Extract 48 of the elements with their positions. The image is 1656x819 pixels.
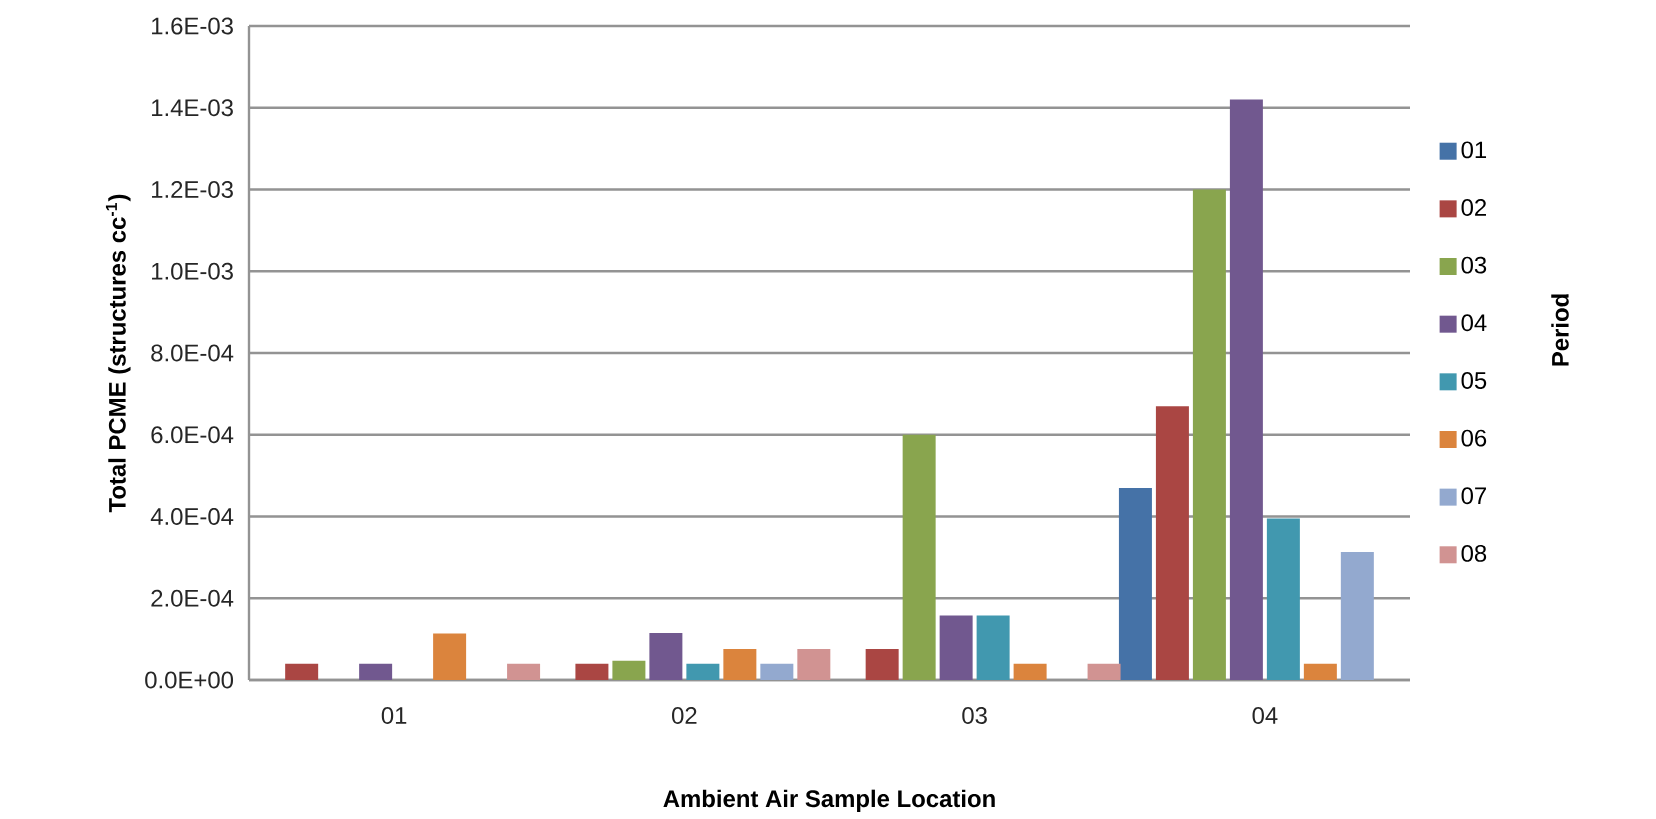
bar	[976, 615, 1010, 681]
y-tick-label: 1.0E-03	[152, 263, 233, 280]
x-tick-label: 02	[672, 707, 697, 725]
legend-label: 08	[1461, 545, 1487, 563]
y-tick-label: 6.0E-04	[151, 426, 234, 444]
bar	[686, 663, 720, 681]
x-tick-label: 01	[381, 707, 407, 725]
legend-label: 03	[1461, 256, 1487, 274]
y-tick-label: 4.0E-04	[150, 508, 234, 526]
bar	[649, 633, 683, 681]
y-tick-label: 0.0E+00	[145, 671, 234, 689]
bar	[939, 615, 973, 681]
bar	[575, 663, 609, 681]
bar	[1303, 663, 1337, 681]
bar	[1155, 406, 1189, 681]
x-tick-label: 04	[1252, 707, 1278, 725]
legend-label: 07	[1461, 487, 1486, 505]
bar	[723, 649, 757, 681]
bar	[1118, 488, 1152, 681]
y-tick-label: 1.2E-03	[152, 181, 233, 199]
y-axis-title: Total PCME (structures cc$^{-1}$)	[105, 194, 131, 513]
x-tick-label: 03	[962, 707, 987, 725]
legend-label: 05	[1461, 372, 1487, 390]
bar	[1087, 663, 1121, 681]
bar	[1340, 552, 1374, 681]
x-axis-title: Ambient Air Sample Location	[663, 789, 995, 813]
bar	[1013, 663, 1047, 681]
bar	[285, 663, 319, 681]
legend-label: 01	[1461, 141, 1487, 159]
bar	[902, 434, 936, 681]
bar	[1229, 99, 1263, 681]
bar	[507, 663, 541, 681]
bar	[433, 633, 467, 681]
legend-label: 06	[1461, 429, 1487, 447]
bar	[865, 649, 899, 681]
bar	[760, 663, 794, 681]
legend-label: 04	[1461, 314, 1487, 332]
bar	[1192, 189, 1226, 681]
bar	[1266, 518, 1300, 681]
legend-title: Period	[1551, 294, 1569, 366]
y-tick-label: 8.0E-04	[151, 344, 234, 362]
y-tick-label: 2.0E-04	[151, 590, 234, 607]
legend-label: 02	[1461, 199, 1486, 217]
y-tick-label: 1.4E-03	[152, 99, 233, 117]
bar	[612, 660, 646, 681]
bar	[359, 663, 393, 681]
y-tick-label: 1.6E-03	[152, 17, 233, 35]
bar	[797, 649, 831, 681]
